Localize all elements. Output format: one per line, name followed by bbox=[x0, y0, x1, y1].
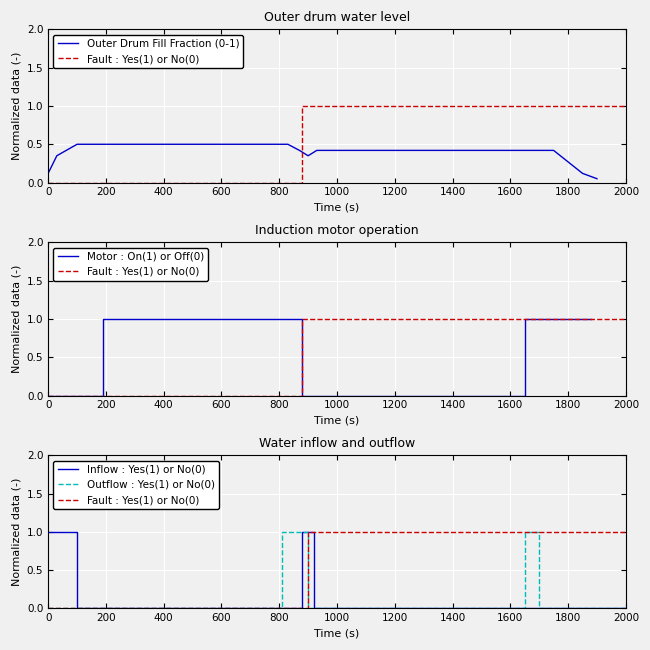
Line: Outer Drum Fill Fraction (0-1): Outer Drum Fill Fraction (0-1) bbox=[48, 144, 597, 179]
Fault : Yes(1) or No(0): (0, 0): Yes(1) or No(0): (0, 0) bbox=[44, 391, 52, 399]
Legend: Outer Drum Fill Fraction (0-1), Fault : Yes(1) or No(0): Outer Drum Fill Fraction (0-1), Fault : … bbox=[53, 34, 244, 68]
Inflow : Yes(1) or No(0): (920, 0): Yes(1) or No(0): (920, 0) bbox=[310, 604, 318, 612]
Outer Drum Fill Fraction (0-1) bbox=[313, 146, 320, 154]
Inflow : Yes(1) or No(0): (0, 1): Yes(1) or No(0): (0, 1) bbox=[44, 528, 52, 536]
Outflow : Yes(1) or No(0): (810, 1): Yes(1) or No(0): (810, 1) bbox=[278, 528, 286, 536]
Outer Drum Fill Fraction (0-1) bbox=[73, 140, 81, 148]
X-axis label: Time (s): Time (s) bbox=[315, 416, 359, 426]
Fault : Yes(1) or No(0): (900, 0): Yes(1) or No(0): (900, 0) bbox=[304, 604, 312, 612]
Legend: Motor : On(1) or Off(0), Fault : Yes(1) or No(0): Motor : On(1) or Off(0), Fault : Yes(1) … bbox=[53, 248, 208, 281]
X-axis label: Time (s): Time (s) bbox=[315, 203, 359, 213]
Outflow : Yes(1) or No(0): (900, 1): Yes(1) or No(0): (900, 1) bbox=[304, 528, 312, 536]
Fault : Yes(1) or No(0): (880, 1): Yes(1) or No(0): (880, 1) bbox=[298, 315, 306, 323]
Outflow : Yes(1) or No(0): (810, 0): Yes(1) or No(0): (810, 0) bbox=[278, 604, 286, 612]
Outflow : Yes(1) or No(0): (1.7e+03, 1): Yes(1) or No(0): (1.7e+03, 1) bbox=[536, 528, 543, 536]
Fault : Yes(1) or No(0): (920, 1): Yes(1) or No(0): (920, 1) bbox=[310, 528, 318, 536]
Inflow : Yes(1) or No(0): (2e+03, 0): Yes(1) or No(0): (2e+03, 0) bbox=[622, 604, 630, 612]
Outflow : Yes(1) or No(0): (1.65e+03, 0): Yes(1) or No(0): (1.65e+03, 0) bbox=[521, 604, 528, 612]
Title: Water inflow and outflow: Water inflow and outflow bbox=[259, 437, 415, 450]
Outer Drum Fill Fraction (0-1) bbox=[296, 146, 304, 154]
Y-axis label: Normalized data (-): Normalized data (-) bbox=[11, 478, 21, 586]
Motor : On(1) or Off(0): (1.65e+03, 0): On(1) or Off(0): (1.65e+03, 0) bbox=[521, 391, 528, 399]
Y-axis label: Normalized data (-): Normalized data (-) bbox=[11, 52, 21, 160]
Motor : On(1) or Off(0): (880, 1): On(1) or Off(0): (880, 1) bbox=[298, 315, 306, 323]
Inflow : Yes(1) or No(0): (880, 0): Yes(1) or No(0): (880, 0) bbox=[298, 604, 306, 612]
Fault : Yes(1) or No(0): (0, 0): Yes(1) or No(0): (0, 0) bbox=[44, 179, 52, 187]
Fault : Yes(1) or No(0): (900, 1): Yes(1) or No(0): (900, 1) bbox=[304, 102, 312, 110]
Motor : On(1) or Off(0): (0, 0): On(1) or Off(0): (0, 0) bbox=[44, 391, 52, 399]
Line: Inflow : Yes(1) or No(0): Inflow : Yes(1) or No(0) bbox=[48, 532, 626, 608]
Title: Induction motor operation: Induction motor operation bbox=[255, 224, 419, 237]
Line: Motor : On(1) or Off(0): Motor : On(1) or Off(0) bbox=[48, 319, 591, 395]
Outer Drum Fill Fraction (0-1) bbox=[521, 146, 528, 154]
Outflow : Yes(1) or No(0): (1.7e+03, 0): Yes(1) or No(0): (1.7e+03, 0) bbox=[536, 604, 543, 612]
Y-axis label: Normalized data (-): Normalized data (-) bbox=[11, 265, 21, 373]
Line: Fault : Yes(1) or No(0): Fault : Yes(1) or No(0) bbox=[48, 319, 626, 395]
Outflow : Yes(1) or No(0): (900, 0): Yes(1) or No(0): (900, 0) bbox=[304, 604, 312, 612]
Motor : On(1) or Off(0): (1.65e+03, 1): On(1) or Off(0): (1.65e+03, 1) bbox=[521, 315, 528, 323]
Outflow : Yes(1) or No(0): (2e+03, 0): Yes(1) or No(0): (2e+03, 0) bbox=[622, 604, 630, 612]
Inflow : Yes(1) or No(0): (100, 0): Yes(1) or No(0): (100, 0) bbox=[73, 604, 81, 612]
Title: Outer drum water level: Outer drum water level bbox=[264, 11, 410, 24]
Fault : Yes(1) or No(0): (2e+03, 1): Yes(1) or No(0): (2e+03, 1) bbox=[622, 315, 630, 323]
Line: Fault : Yes(1) or No(0): Fault : Yes(1) or No(0) bbox=[48, 106, 626, 183]
Outer Drum Fill Fraction (0-1) bbox=[593, 175, 601, 183]
Motor : On(1) or Off(0): (1.88e+03, 1): On(1) or Off(0): (1.88e+03, 1) bbox=[587, 315, 595, 323]
Outflow : Yes(1) or No(0): (0, 0): Yes(1) or No(0): (0, 0) bbox=[44, 604, 52, 612]
Fault : Yes(1) or No(0): (880, 0): Yes(1) or No(0): (880, 0) bbox=[298, 179, 306, 187]
Motor : On(1) or Off(0): (880, 0): On(1) or Off(0): (880, 0) bbox=[298, 391, 306, 399]
Outer Drum Fill Fraction (0-1) bbox=[102, 140, 110, 148]
Outer Drum Fill Fraction (0-1) bbox=[53, 152, 60, 160]
Fault : Yes(1) or No(0): (920, 1): Yes(1) or No(0): (920, 1) bbox=[310, 528, 318, 536]
Fault : Yes(1) or No(0): (880, 0): Yes(1) or No(0): (880, 0) bbox=[298, 391, 306, 399]
Fault : Yes(1) or No(0): (900, 1): Yes(1) or No(0): (900, 1) bbox=[304, 528, 312, 536]
Outer Drum Fill Fraction (0-1) bbox=[284, 140, 292, 148]
Fault : Yes(1) or No(0): (900, 1): Yes(1) or No(0): (900, 1) bbox=[304, 315, 312, 323]
Fault : Yes(1) or No(0): (900, 1): Yes(1) or No(0): (900, 1) bbox=[304, 102, 312, 110]
Fault : Yes(1) or No(0): (2e+03, 1): Yes(1) or No(0): (2e+03, 1) bbox=[622, 102, 630, 110]
Motor : On(1) or Off(0): (190, 1): On(1) or Off(0): (190, 1) bbox=[99, 315, 107, 323]
Line: Outflow : Yes(1) or No(0): Outflow : Yes(1) or No(0) bbox=[48, 532, 626, 608]
Outer Drum Fill Fraction (0-1) bbox=[550, 146, 558, 154]
Line: Fault : Yes(1) or No(0): Fault : Yes(1) or No(0) bbox=[48, 532, 626, 608]
Outflow : Yes(1) or No(0): (1.65e+03, 1): Yes(1) or No(0): (1.65e+03, 1) bbox=[521, 528, 528, 536]
Inflow : Yes(1) or No(0): (920, 1): Yes(1) or No(0): (920, 1) bbox=[310, 528, 318, 536]
Legend: Inflow : Yes(1) or No(0), Outflow : Yes(1) or No(0), Fault : Yes(1) or No(0): Inflow : Yes(1) or No(0), Outflow : Yes(… bbox=[53, 461, 219, 510]
Inflow : Yes(1) or No(0): (880, 1): Yes(1) or No(0): (880, 1) bbox=[298, 528, 306, 536]
Fault : Yes(1) or No(0): (2e+03, 1): Yes(1) or No(0): (2e+03, 1) bbox=[622, 528, 630, 536]
Inflow : Yes(1) or No(0): (100, 1): Yes(1) or No(0): (100, 1) bbox=[73, 528, 81, 536]
Fault : Yes(1) or No(0): (0, 0): Yes(1) or No(0): (0, 0) bbox=[44, 604, 52, 612]
Fault : Yes(1) or No(0): (900, 1): Yes(1) or No(0): (900, 1) bbox=[304, 315, 312, 323]
Outer Drum Fill Fraction (0-1) bbox=[318, 146, 326, 154]
Outer Drum Fill Fraction (0-1) bbox=[304, 152, 312, 160]
Fault : Yes(1) or No(0): (880, 1): Yes(1) or No(0): (880, 1) bbox=[298, 102, 306, 110]
Outer Drum Fill Fraction (0-1) bbox=[578, 170, 586, 177]
Outer Drum Fill Fraction (0-1) bbox=[44, 170, 52, 177]
X-axis label: Time (s): Time (s) bbox=[315, 629, 359, 639]
Motor : On(1) or Off(0): (190, 0): On(1) or Off(0): (190, 0) bbox=[99, 391, 107, 399]
